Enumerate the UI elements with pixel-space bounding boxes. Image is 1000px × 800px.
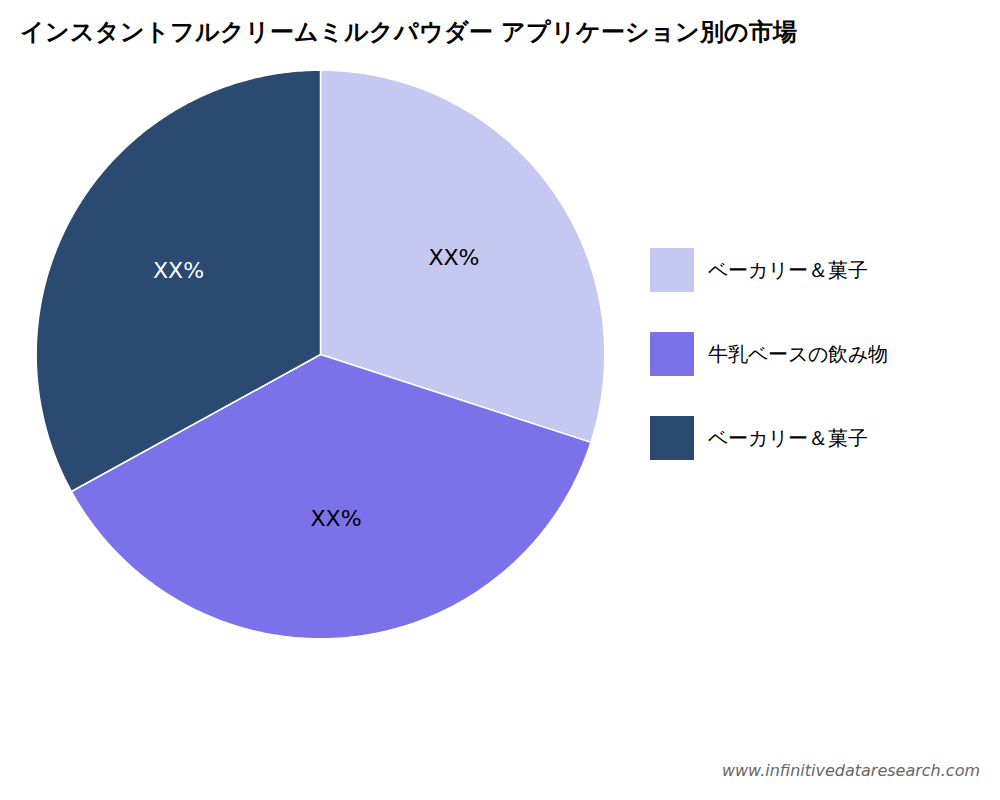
svg-text:XX%: XX% bbox=[310, 506, 361, 531]
svg-text:XX%: XX% bbox=[428, 245, 479, 270]
html-text:www.infinitivedataresearch.com: www.infinitivedataresearch.com bbox=[721, 761, 980, 780]
html-text:ベーカリー＆菓子: ベーカリー＆菓子 bbox=[708, 425, 868, 450]
html-text:インスタントフルクリームミルクパウダー アプリケーション別の: インスタントフルクリームミルクパウダー アプリケーション別の市場 bbox=[20, 18, 798, 46]
html-text:牛乳ベースの飲み物: 牛乳ベースの飲み物 bbox=[708, 341, 888, 366]
html-text:ベーカリー＆菓子: ベーカリー＆菓子 bbox=[708, 257, 868, 282]
svg-text:XX%: XX% bbox=[153, 258, 204, 283]
